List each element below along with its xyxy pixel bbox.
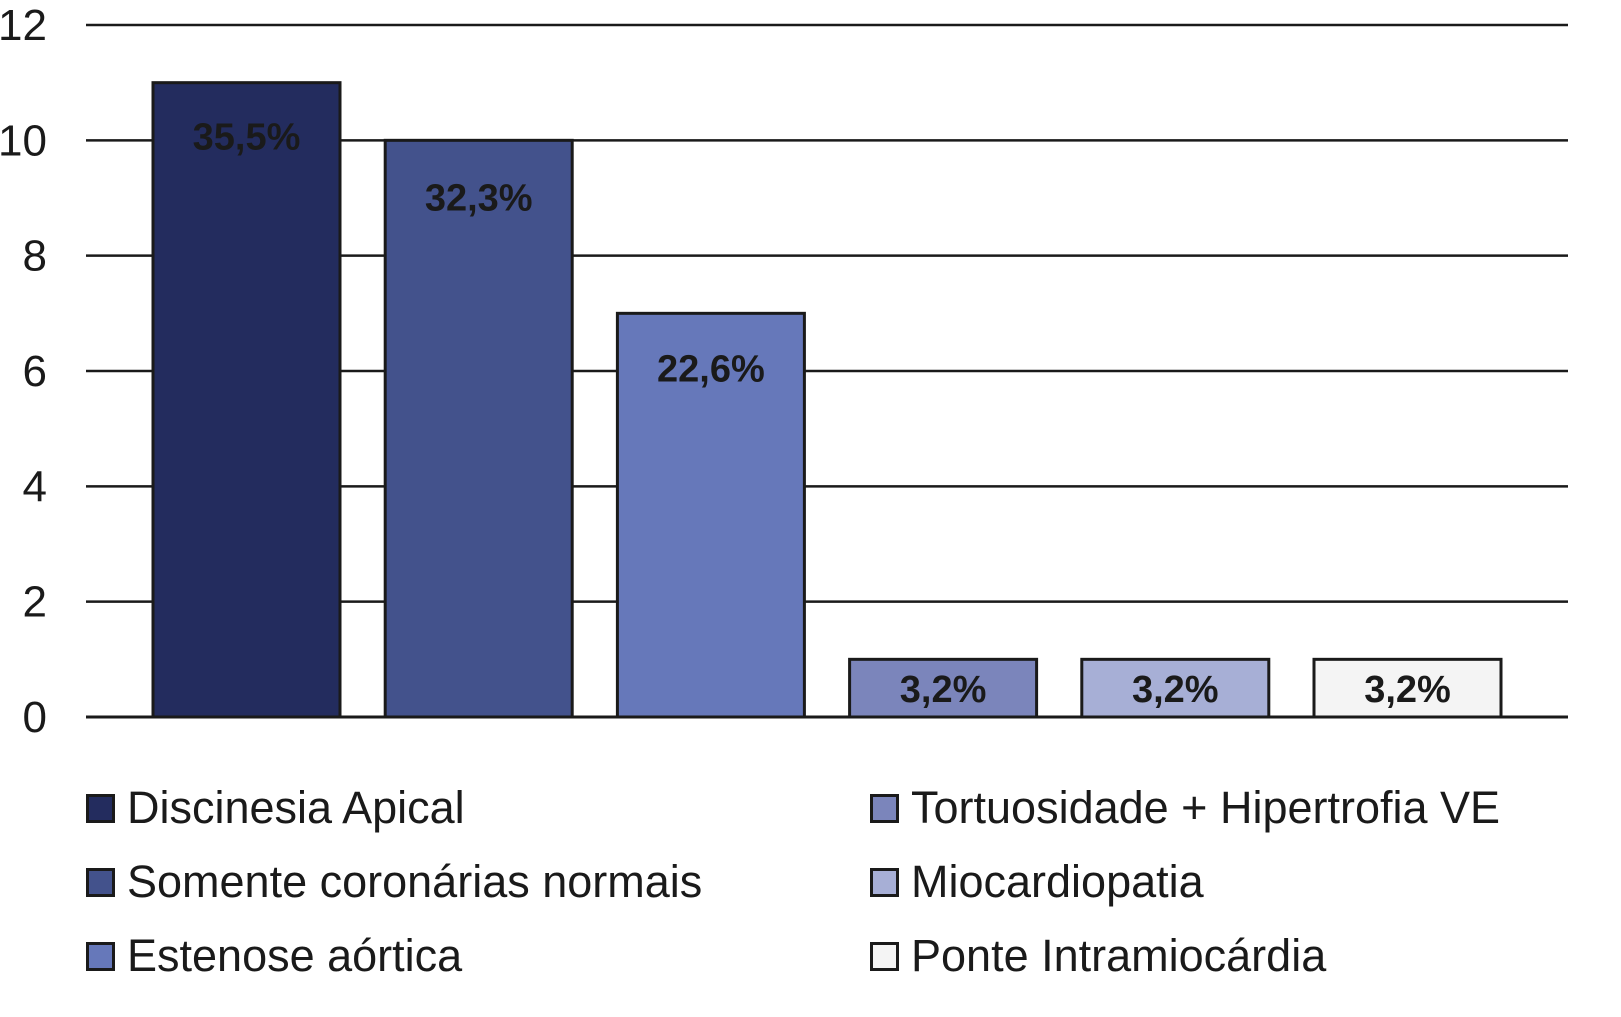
bars	[151, 81, 1503, 719]
y-tick-label: 6	[23, 347, 47, 396]
bar	[383, 138, 574, 719]
y-tick-label: 12	[0, 1, 47, 50]
bar-data-label: 32,3%	[425, 177, 533, 219]
bar-data-labels: 35,5% 32,3% 22,6% 3,2% 3,2% 3,2%	[193, 117, 1451, 712]
bar-data-label: 22,6%	[657, 348, 765, 390]
bar	[1312, 657, 1503, 719]
y-tick-label: 4	[23, 462, 47, 511]
y-tick-label: 0	[23, 693, 47, 742]
bar	[151, 81, 342, 719]
bar-data-label: 3,2%	[1132, 669, 1219, 711]
bar	[1080, 657, 1271, 719]
y-tick-label: 10	[0, 116, 47, 165]
y-tick-label: 2	[23, 578, 47, 627]
bar	[848, 657, 1039, 719]
y-tick-label: 8	[23, 232, 47, 281]
bar-data-label: 3,2%	[1364, 669, 1451, 711]
bar-data-label: 3,2%	[900, 669, 987, 711]
bar-data-label: 35,5%	[193, 117, 301, 159]
y-axis-ticks: 0 2 4 6 8 10 12	[0, 1, 47, 742]
bar	[615, 311, 806, 719]
